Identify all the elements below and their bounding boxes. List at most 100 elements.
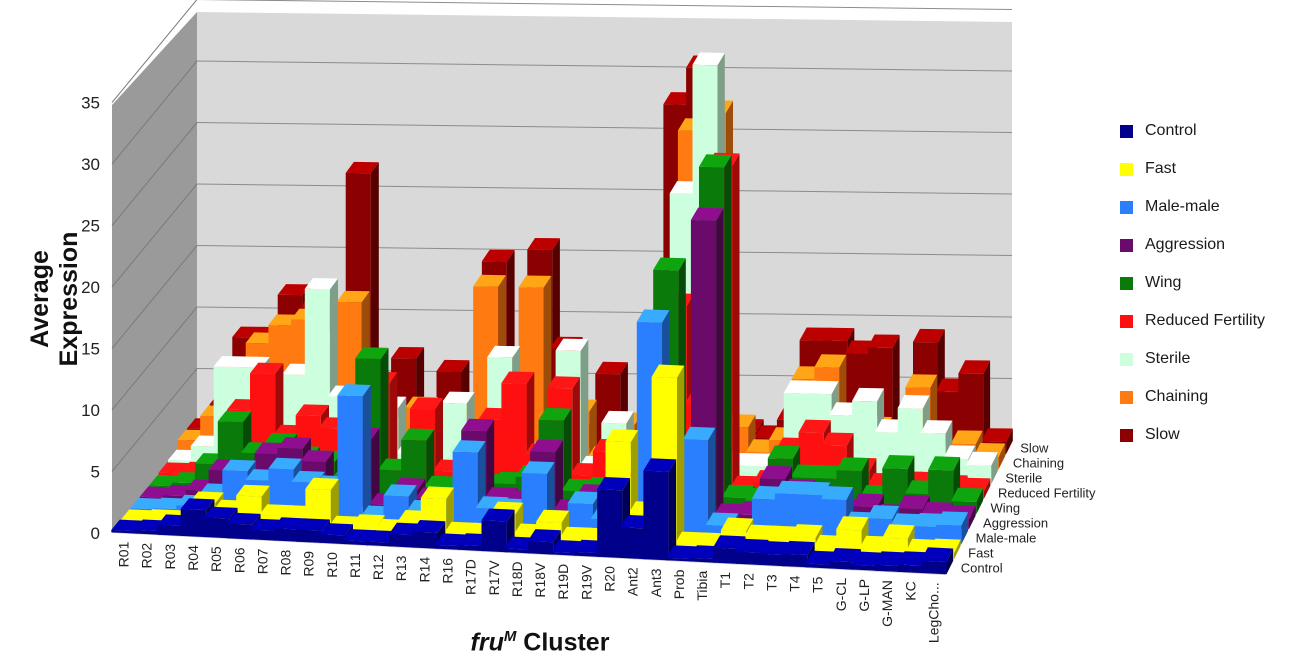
bar-side	[976, 488, 983, 515]
legend-label: Sterile	[1145, 350, 1191, 367]
x-tick-label: KC	[902, 581, 918, 600]
x-tick-label: R14	[416, 557, 432, 583]
bar-top	[674, 531, 708, 546]
bar-top	[180, 498, 215, 511]
bar-control	[921, 547, 954, 575]
bar-top	[822, 327, 855, 341]
bar-top	[250, 362, 284, 374]
bar-front	[268, 468, 294, 517]
y-axis-ticks: 0 5 10 15 20 25 30 35	[81, 94, 100, 544]
x-tick-label: R18D	[509, 561, 525, 597]
bar-side	[371, 427, 380, 507]
depth-tick-label: Fast	[968, 546, 994, 561]
bar-front	[435, 544, 461, 550]
bar-male-male	[682, 426, 716, 534]
bar-top	[798, 419, 831, 434]
bar-top	[547, 376, 580, 389]
bar-top	[597, 477, 630, 491]
bar-front	[736, 551, 762, 565]
legend-item: Sterile	[1120, 340, 1265, 378]
x-tick-label: Tibia	[694, 571, 710, 601]
bar-top	[342, 529, 377, 542]
bar-top	[828, 548, 861, 563]
bar-top	[692, 52, 725, 66]
gridline-back	[196, 122, 1013, 133]
bar-top	[643, 458, 677, 472]
bar-top	[461, 418, 495, 432]
bar-top	[783, 380, 816, 394]
bar-front	[158, 472, 184, 476]
bar-front	[504, 548, 531, 554]
y-tick-label: 30	[81, 155, 100, 174]
bar-front	[851, 564, 878, 571]
bar-front	[481, 520, 507, 553]
bar-front	[828, 561, 854, 570]
gridline-back	[196, 0, 1013, 10]
bar-front	[689, 557, 716, 563]
x-tick-label: R07	[254, 548, 270, 574]
bar-top	[897, 395, 930, 409]
bars	[111, 52, 1013, 575]
bar-front	[337, 395, 363, 520]
legend-swatch	[1120, 124, 1133, 138]
bar-top	[481, 249, 515, 262]
bar-side	[580, 339, 589, 474]
bar-top	[296, 518, 330, 531]
x-axis-label: fruM Cluster	[390, 628, 690, 657]
legend-item: Control	[1120, 112, 1265, 150]
bar-front	[712, 547, 739, 564]
bar-control	[412, 520, 446, 549]
bar-front	[550, 552, 577, 556]
x-tick-label: T1	[717, 572, 733, 589]
bar-top	[821, 432, 854, 447]
y-axis-label: Average Expression	[26, 231, 83, 367]
bar-front	[666, 557, 692, 562]
bar-front	[527, 541, 554, 555]
x-tick-label: T2	[740, 573, 756, 590]
bar-top	[951, 487, 983, 502]
bar-top	[412, 520, 446, 533]
y-tick-label: 25	[81, 217, 100, 236]
bar-top	[605, 429, 639, 443]
bar-top	[882, 524, 915, 539]
legend-item: Aggression	[1120, 226, 1265, 264]
bar-top	[268, 457, 302, 470]
x-tick-label: R03	[162, 544, 178, 570]
gridline-back	[196, 245, 1013, 256]
x-tick-label: R06	[231, 547, 247, 573]
bar-top	[759, 541, 792, 556]
bar-front	[180, 508, 207, 538]
bar-top	[441, 391, 475, 404]
depth-tick-label: Male-male	[976, 531, 1037, 546]
bar-top	[473, 274, 506, 287]
depth-tick-label: Slow	[1020, 441, 1049, 456]
legend-item: Chaining	[1120, 378, 1265, 416]
bar-top	[527, 529, 561, 543]
bar-top	[836, 516, 869, 531]
x-tick-label: G-MAN	[879, 580, 895, 627]
bar-front	[130, 508, 156, 511]
x-tick-label: R20	[601, 566, 617, 592]
bar-front	[319, 534, 345, 545]
bar-top	[217, 410, 252, 423]
x-tick-label: R02	[139, 543, 155, 569]
x-tick-label: R13	[393, 555, 409, 581]
legend-label: Aggression	[1145, 236, 1226, 253]
bar-top	[767, 445, 801, 459]
gridline-back	[196, 183, 1013, 195]
bar-top	[295, 404, 329, 416]
y-tick-label: 10	[81, 401, 100, 420]
bar-top	[300, 450, 334, 462]
x-tick-label: R09	[301, 551, 317, 577]
bar-top	[790, 524, 823, 539]
x-tick-label: R08	[277, 550, 293, 576]
bar-front	[620, 527, 646, 560]
bar-top	[920, 420, 953, 434]
x-tick-label: R19D	[555, 564, 571, 600]
bar-top	[487, 345, 521, 358]
bar-top	[420, 486, 454, 499]
legend-label: Slow	[1145, 426, 1180, 443]
bar-front	[574, 551, 600, 557]
depth-tick-label: Control	[961, 561, 1003, 576]
bar-top	[782, 540, 815, 555]
